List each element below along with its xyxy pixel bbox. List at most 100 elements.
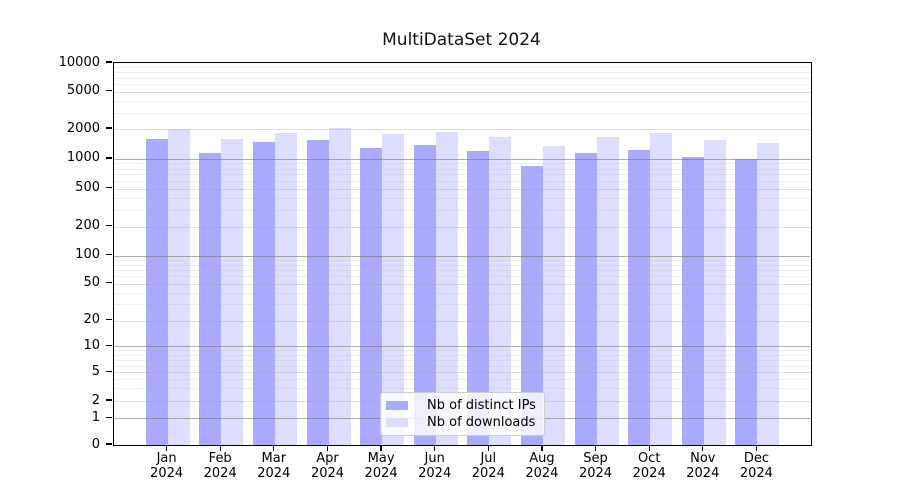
chart-title: MultiDataSet 2024	[382, 30, 541, 50]
legend-label-distinct-ips: Nb of distinct IPs	[427, 397, 536, 413]
bar-nb-of-downloads-jul	[489, 137, 512, 445]
legend-item-downloads: Nb of downloads	[386, 415, 539, 430]
x-tick-mark	[487, 445, 489, 451]
gridline-minor	[114, 100, 811, 102]
gridline-minor	[114, 174, 811, 176]
gridline-minor	[114, 276, 811, 278]
y-tick-mark	[106, 282, 112, 284]
x-tick-label: Dec 2024	[716, 451, 796, 481]
x-tick-month: Jan	[156, 451, 177, 466]
bar-nb-of-downloads-mar	[274, 132, 297, 445]
gridline-minor	[114, 292, 811, 294]
gridline-minor	[114, 67, 811, 69]
x-tick-year: 2024	[471, 466, 505, 481]
x-tick-mark	[273, 445, 275, 451]
x-tick-month: Oct	[637, 451, 661, 466]
x-tick-year: 2024	[257, 466, 291, 481]
x-tick-year: 2024	[578, 466, 613, 481]
x-tick-mark	[219, 445, 221, 451]
bar-nb-of-downloads-jun	[435, 131, 458, 445]
x-tick-mark	[541, 445, 543, 451]
gridline-minor	[114, 209, 811, 211]
x-tick-label: Oct 2024	[609, 451, 689, 481]
plot-area	[113, 62, 812, 446]
bar-nb-of-distinct-ips-aug	[520, 165, 543, 445]
x-tick-label: Sep 2024	[556, 451, 636, 481]
x-tick-label: Nov 2024	[663, 451, 743, 481]
x-tick-month: Mar	[261, 451, 287, 466]
y-tick-label: 20	[83, 312, 100, 327]
y-tick-label: 5000	[66, 83, 100, 99]
x-tick-month: Nov	[690, 451, 716, 466]
x-tick-month: Aug	[529, 451, 555, 466]
gridline-minor	[114, 264, 811, 266]
x-tick-mark	[648, 445, 650, 451]
bar-nb-of-distinct-ips-jul	[467, 151, 490, 445]
gridline-minor	[114, 365, 811, 367]
bar-nb-of-downloads-nov	[703, 139, 726, 445]
y-tick-label: 100	[75, 247, 100, 262]
bar-nb-of-distinct-ips-jun	[413, 145, 436, 445]
gridline-minor	[114, 259, 811, 261]
y-tick-mark	[106, 61, 112, 63]
gridline	[114, 188, 811, 190]
bar-nb-of-distinct-ips-mar	[252, 141, 275, 445]
y-tick-mark	[106, 399, 112, 401]
gridline-minor	[114, 180, 811, 182]
y-tick-mark	[106, 224, 112, 227]
gridline	[114, 283, 811, 285]
bar-nb-of-downloads-may	[382, 134, 405, 445]
y-tick-mark	[106, 416, 112, 418]
gridline	[114, 91, 811, 93]
y-tick-mark	[106, 318, 112, 321]
bar-nb-of-distinct-ips-may	[360, 148, 383, 445]
bar-nb-of-distinct-ips-nov	[681, 157, 704, 445]
x-tick-mark	[380, 445, 382, 451]
gridline	[114, 372, 811, 374]
x-tick-year: 2024	[418, 466, 452, 481]
x-tick-year: 2024	[310, 466, 345, 481]
y-tick-mark	[106, 157, 112, 159]
y-tick-mark	[106, 344, 112, 347]
y-tick-label: 200	[75, 218, 100, 233]
y-tick-label: 2000	[66, 120, 100, 136]
gridline-minor	[114, 359, 811, 361]
legend-swatch-downloads	[386, 418, 408, 428]
x-tick-label: Jun 2024	[395, 451, 475, 481]
x-tick-label: Feb 2024	[180, 451, 260, 481]
y-tick-label: 1	[91, 409, 100, 425]
x-tick-label: Mar 2024	[234, 451, 314, 481]
x-tick-label: May 2024	[341, 451, 421, 481]
bar-nb-of-downloads-apr	[328, 128, 351, 445]
gridline-minor	[114, 388, 811, 390]
x-tick-year: 2024	[686, 466, 720, 481]
y-tick-label: 50	[83, 275, 100, 291]
x-tick-label: Aug 2024	[502, 451, 582, 481]
y-tick-mark	[106, 90, 112, 92]
gridline-minor	[114, 77, 811, 79]
y-tick-mark	[106, 127, 112, 129]
y-tick-label: 10000	[58, 54, 100, 70]
x-tick-month: Dec	[743, 451, 769, 466]
y-tick-label: 1000	[66, 150, 100, 166]
y-tick-label: 0	[91, 436, 100, 452]
bar-nb-of-downloads-jan	[167, 129, 190, 445]
y-tick-label: 2	[91, 392, 100, 408]
gridline-minor	[114, 84, 811, 86]
gridline-minor	[114, 350, 811, 352]
x-tick-label: Jul 2024	[448, 451, 528, 481]
x-tick-month: Sep	[583, 451, 608, 466]
x-tick-month: Feb	[208, 451, 232, 466]
x-tick-month: May	[367, 451, 395, 466]
x-tick-mark	[755, 445, 758, 451]
y-tick-label: 500	[75, 180, 100, 196]
legend-item-distinct-ips: Nb of distinct IPs	[386, 398, 539, 413]
gridline	[114, 346, 811, 348]
x-tick-mark	[702, 445, 704, 451]
bar-nb-of-distinct-ips-dec	[735, 158, 758, 445]
x-tick-mark	[165, 445, 168, 451]
y-tick-mark	[106, 370, 112, 373]
x-tick-month: Jul	[480, 451, 497, 466]
gridline	[114, 255, 811, 257]
